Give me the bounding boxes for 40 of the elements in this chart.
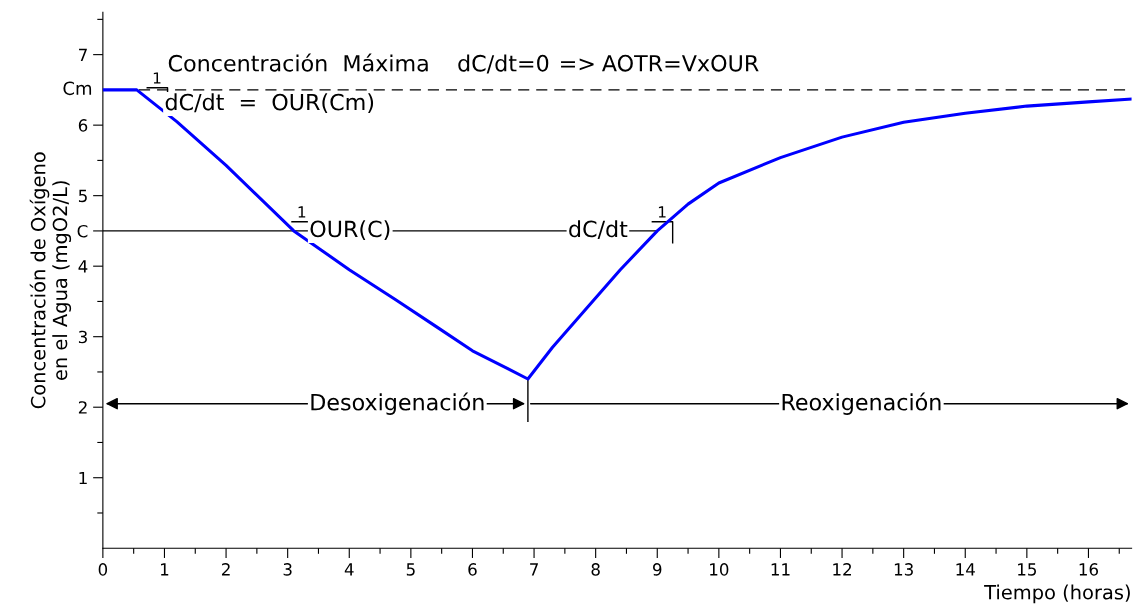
x-tick-label: 11	[771, 563, 790, 576]
x-tick-label: 10	[710, 563, 729, 576]
x-tick-label: 12	[833, 563, 851, 576]
x-tick-label: 9	[653, 563, 662, 576]
x-tick-label: 4	[344, 563, 354, 576]
x-tick-label: 6	[468, 563, 477, 576]
x-tick-label: 2	[221, 563, 230, 576]
annotation: Desoxigenación	[311, 392, 484, 415]
annotation: 1	[153, 72, 161, 84]
y-tick-label: 5	[78, 189, 87, 203]
annotation: dC/dt = OUR(Cm)	[165, 93, 374, 114]
x-tick-label: 8	[591, 563, 600, 576]
x-tick-label: 15	[1018, 563, 1036, 576]
x-tick-label: 13	[894, 563, 913, 576]
x-tick-label: 1	[161, 563, 169, 576]
annotation: 1	[658, 206, 666, 218]
y-tick-label: 1	[79, 471, 87, 485]
y-tick-label: 4	[78, 260, 88, 273]
annotation: dC/dt=0	[458, 54, 549, 74]
x-tick-label: 5	[406, 563, 415, 576]
x-tick-label: 3	[283, 563, 292, 576]
annotation: OUR(C)	[310, 220, 390, 240]
x-tick-label: 14	[956, 563, 975, 576]
x-tick-label: 16	[1079, 563, 1099, 576]
annotation: dC/dt	[569, 220, 628, 240]
y-tick-label: 6	[78, 119, 88, 132]
annotation: =>	[561, 58, 594, 71]
y-tick-label: 2	[78, 401, 87, 414]
x-tick-label: 7	[530, 563, 538, 576]
y-tick-label: 3	[78, 330, 87, 344]
x-axis-title: Tiempo (horas)	[984, 584, 1130, 604]
annotation: Reoxigenación	[782, 392, 941, 415]
x-tick-label: 0	[98, 563, 108, 576]
ref-line-label: Cm	[63, 81, 92, 96]
annotation: Concentración Máxima	[168, 53, 428, 72]
annotation: AOTR=VxOUR	[601, 54, 759, 72]
y-axis-title: Concentración de Oxígeno en el Agua (mgO2/L)	[29, 152, 72, 409]
annotation: 1	[298, 206, 306, 218]
y-tick-label: 7	[79, 48, 87, 61]
y-tick-label: C	[77, 224, 88, 238]
